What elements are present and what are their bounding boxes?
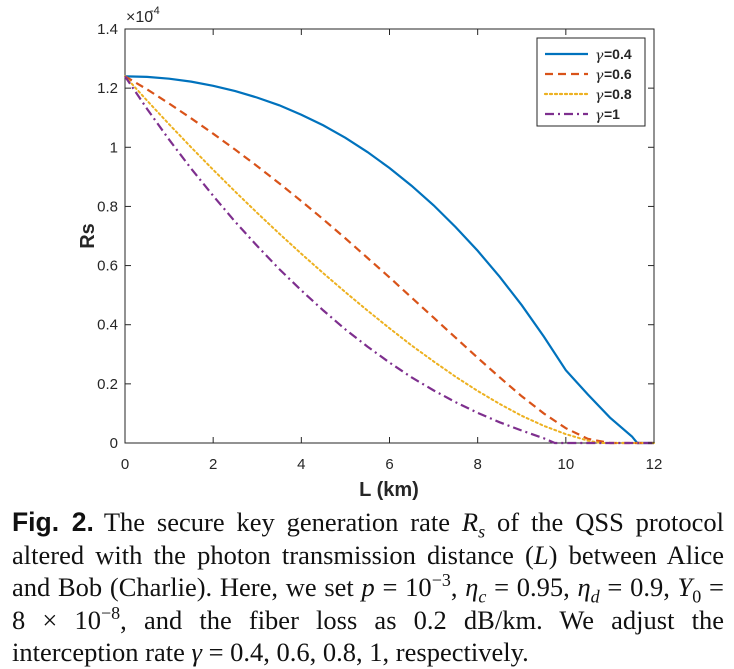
y-axis-exponent-base: ×10 xyxy=(126,9,153,26)
y-tick-label: 0.6 xyxy=(97,258,118,275)
caption-segment: = 0.4, 0.6, 0.8, 1, respectively. xyxy=(201,637,529,668)
caption-segment: The secure key generation rate xyxy=(103,507,462,537)
legend-label: =0.8 xyxy=(604,86,632,102)
figure-caption: Fig. 2. The secure key generation rate Rs… xyxy=(12,506,724,669)
legend-gamma-symbol: γ xyxy=(595,108,604,124)
series-line-1 xyxy=(124,75,654,445)
caption-segment: , and the fiber loss as 0.2 dB/km. We ad… xyxy=(12,604,724,668)
legend: γ =0.4γ =0.6γ =0.8γ =1 xyxy=(536,37,646,127)
caption-segment: γ xyxy=(191,637,202,668)
caption-segment: = 0.95, xyxy=(486,572,578,603)
x-tick-label: 0 xyxy=(121,456,129,473)
legend-label: =0.6 xyxy=(604,66,632,82)
caption-segment: L xyxy=(533,539,549,570)
caption-segment: = 0.9, xyxy=(599,572,678,603)
x-axis-label: L (km) xyxy=(359,479,419,500)
y-tick-label: 1 xyxy=(110,139,118,156)
series-line-4 xyxy=(124,75,654,445)
x-tick-label: 2 xyxy=(209,456,217,473)
legend-gamma-symbol: γ xyxy=(595,48,604,64)
caption-segment: η xyxy=(465,572,479,603)
caption-segment: = 10 xyxy=(374,572,432,603)
caption-segment: s xyxy=(478,521,486,542)
caption-segment: −8 xyxy=(101,602,121,623)
curves xyxy=(124,75,655,445)
caption-segment: 0 xyxy=(692,586,702,607)
legend-box xyxy=(536,37,646,127)
y-tick-label: 0.2 xyxy=(97,376,118,393)
caption-segment: −3 xyxy=(431,570,451,591)
y-tick-label: 1.2 xyxy=(97,80,118,97)
x-tick-label: 10 xyxy=(557,456,574,473)
legend-label: =1 xyxy=(604,106,620,122)
legend-gamma-symbol: γ xyxy=(595,88,604,104)
series-line-2 xyxy=(124,75,654,445)
legend-label: =0.4 xyxy=(604,46,632,62)
caption-segment: , xyxy=(450,572,466,603)
y-tick-label: 0.4 xyxy=(97,317,118,334)
caption-text: The secure key generation rate Rs of the… xyxy=(12,507,724,667)
legend-gamma-symbol: γ xyxy=(595,68,604,84)
y-tick-label: 0 xyxy=(110,435,118,452)
caption-segment: Y xyxy=(677,572,693,603)
x-tick-label: 8 xyxy=(473,456,481,473)
caption-segment: p xyxy=(361,572,375,603)
x-tick-label: 12 xyxy=(646,456,663,473)
chart: 0 2 4 6 8 10 12 0 0.2 0.4 0.6 0.8 1 1.2 1.4 ×10 -4 L (… xyxy=(77,5,662,500)
caption-segment: ) between Alice and Bob (Charlie). Here,… xyxy=(12,539,724,603)
x-tick-label: 4 xyxy=(297,456,305,473)
y-axis-label: Rs xyxy=(77,223,99,249)
y-axis-exponent-power: -4 xyxy=(150,5,160,17)
caption-segment: η xyxy=(577,572,591,603)
ticks: 0 2 4 6 8 10 12 0 0.2 0.4 0.6 0.8 1 1.2 1.4 xyxy=(97,21,662,473)
y-tick-label: 0.8 xyxy=(97,198,118,215)
series-line-3 xyxy=(124,75,655,444)
caption-segment: = 8 × 10 xyxy=(12,572,724,635)
caption-segment: d xyxy=(590,586,600,607)
x-tick-label: 6 xyxy=(385,456,393,473)
caption-segment: c xyxy=(478,586,487,607)
caption-segment: of the QSS protocol altered with the pho… xyxy=(12,507,724,570)
y-tick-label: 1.4 xyxy=(97,21,118,38)
caption-segment: R xyxy=(461,507,479,537)
figure-label: Fig. 2. xyxy=(12,507,94,537)
